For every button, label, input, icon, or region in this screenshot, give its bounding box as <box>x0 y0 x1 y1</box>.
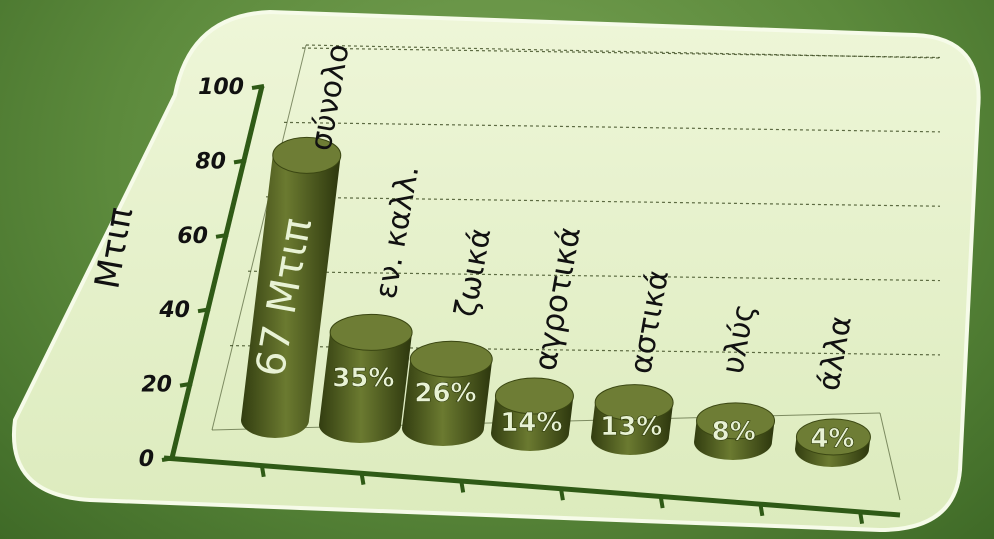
bar: 35% <box>319 313 413 443</box>
gridline <box>305 44 941 59</box>
bar-value-label: 4% <box>810 424 854 454</box>
bar-top <box>594 384 674 422</box>
y-tick-label: 40 <box>158 298 190 323</box>
bar-top <box>272 136 342 174</box>
gridline <box>247 270 941 282</box>
bar-top <box>409 340 493 378</box>
x-tick <box>259 464 266 478</box>
bar-body <box>241 155 341 438</box>
y-tick-label: 100 <box>198 75 244 100</box>
bar-body <box>402 359 493 446</box>
gridline <box>265 196 941 207</box>
bar-body <box>694 420 775 460</box>
y-tick-label: 60 <box>177 224 208 249</box>
x-tick <box>858 511 865 524</box>
floor-right-edge <box>879 412 901 501</box>
y-tick <box>215 232 229 239</box>
gridline <box>301 47 941 59</box>
bar-body <box>591 402 674 455</box>
bar-value-label: 13% <box>600 412 662 442</box>
bar: 4% <box>795 418 871 467</box>
gridline <box>229 345 941 356</box>
y-tick <box>233 158 247 165</box>
y-tick-label: 0 <box>139 447 154 472</box>
bar-value-label: 26% <box>414 379 476 409</box>
x-axis <box>163 455 901 518</box>
y-tick <box>161 456 175 462</box>
x-tick <box>558 487 565 501</box>
bar-body <box>795 437 871 467</box>
x-tick <box>758 503 765 517</box>
back-wall-edge <box>211 44 307 431</box>
y-tick-label: 80 <box>195 149 226 174</box>
y-tick <box>197 307 211 314</box>
y-tick <box>251 84 265 90</box>
bar-top <box>696 402 776 440</box>
bar-value-label: 14% <box>500 408 562 438</box>
y-axis <box>169 85 265 459</box>
y-tick-label: 20 <box>141 373 172 398</box>
bar: 8% <box>694 402 776 460</box>
bar: 13% <box>591 384 674 455</box>
bar-body <box>319 332 413 443</box>
x-tick <box>459 480 466 493</box>
gridline <box>283 121 941 133</box>
bar: 14% <box>491 377 574 451</box>
bar-top <box>329 313 413 351</box>
bar-value-label: 35% <box>332 364 394 394</box>
bar-top <box>494 377 574 415</box>
x-tick <box>658 495 665 509</box>
bar-value-label: 8% <box>712 417 756 447</box>
y-tick <box>179 381 193 388</box>
bar-body <box>491 395 574 451</box>
bar-top <box>795 418 871 456</box>
bar: 26% <box>402 340 493 446</box>
x-tick <box>359 472 366 485</box>
